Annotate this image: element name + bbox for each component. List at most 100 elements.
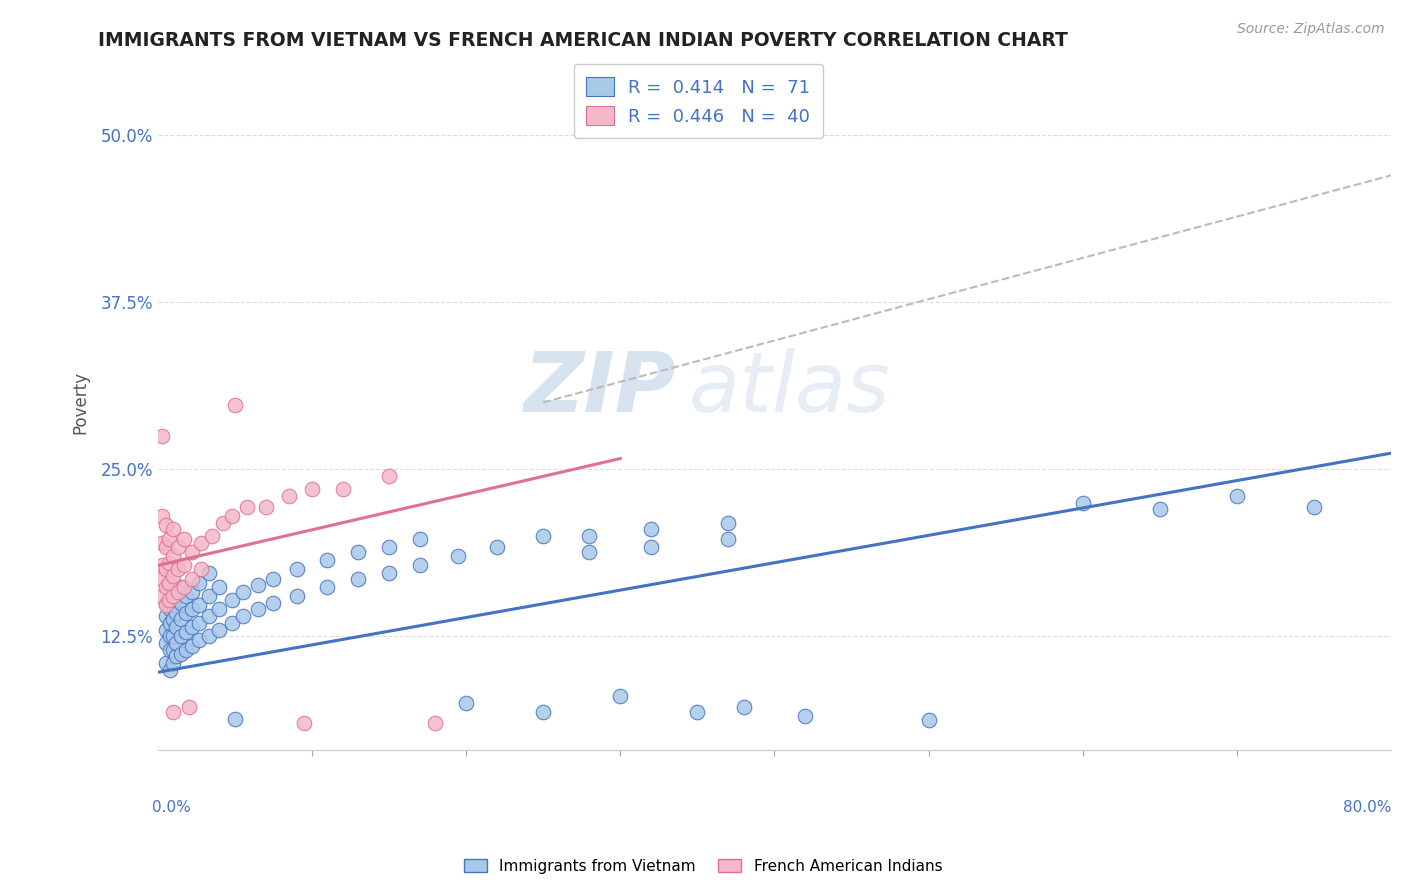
Point [162, 549, 184, 563]
Point [165, 620, 187, 634]
Point [165, 589, 187, 603]
Point [157, 532, 180, 546]
Point [170, 580, 193, 594]
Point [578, 529, 600, 543]
Point [152, 558, 174, 573]
Point [456, 696, 478, 710]
Point [262, 572, 284, 586]
Point [159, 629, 181, 643]
Point [173, 580, 195, 594]
Point [224, 712, 246, 726]
Point [285, 562, 308, 576]
Point [531, 529, 554, 543]
Point [159, 663, 181, 677]
Point [167, 585, 190, 599]
Point [152, 572, 174, 586]
Point [208, 602, 231, 616]
Point [162, 522, 184, 536]
Point [188, 599, 211, 613]
Point [285, 589, 308, 603]
Point [180, 620, 202, 634]
Text: IMMIGRANTS FROM VIETNAM VS FRENCH AMERICAN INDIAN POVERTY CORRELATION CHART: IMMIGRANTS FROM VIETNAM VS FRENCH AMERIC… [98, 31, 1069, 50]
Text: Source: ZipAtlas.com: Source: ZipAtlas.com [1237, 22, 1385, 37]
Point [157, 593, 180, 607]
Y-axis label: Poverty: Poverty [72, 371, 89, 434]
Point [247, 602, 270, 616]
Point [152, 508, 174, 523]
Legend: R =  0.414   N =  71, R =  0.446   N =  40: R = 0.414 N = 71, R = 0.446 N = 40 [574, 64, 823, 138]
Point [162, 656, 184, 670]
Point [609, 690, 631, 704]
Point [152, 535, 174, 549]
Point [159, 615, 181, 630]
Point [347, 572, 370, 586]
Point [152, 429, 174, 443]
Point [173, 558, 195, 573]
Point [686, 706, 709, 720]
Point [332, 483, 354, 497]
Point [155, 580, 177, 594]
Point [197, 589, 219, 603]
Point [155, 656, 177, 670]
Point [174, 607, 197, 621]
Point [162, 629, 184, 643]
Point [188, 575, 211, 590]
Point [292, 716, 315, 731]
Point [155, 562, 177, 576]
Point [170, 612, 193, 626]
Point [155, 623, 177, 637]
Point [254, 500, 277, 514]
Point [180, 639, 202, 653]
Point [221, 593, 243, 607]
Point [378, 469, 401, 483]
Point [162, 589, 184, 603]
Text: 0.0%: 0.0% [152, 800, 190, 815]
Point [173, 532, 195, 546]
Point [425, 716, 447, 731]
Point [180, 572, 202, 586]
Point [717, 516, 740, 530]
Point [197, 609, 219, 624]
Point [174, 625, 197, 640]
Point [211, 516, 233, 530]
Point [174, 642, 197, 657]
Point [378, 540, 401, 554]
Point [162, 599, 184, 613]
Point [201, 529, 224, 543]
Point [717, 532, 740, 546]
Point [197, 629, 219, 643]
Point [155, 599, 177, 613]
Point [277, 489, 299, 503]
Point [165, 636, 187, 650]
Point [190, 562, 212, 576]
Point [155, 518, 177, 533]
Text: ZIP: ZIP [523, 348, 676, 429]
Point [165, 649, 187, 664]
Point [165, 607, 187, 621]
Point [1226, 489, 1249, 503]
Point [162, 706, 184, 720]
Point [578, 545, 600, 559]
Point [188, 633, 211, 648]
Text: 80.0%: 80.0% [1343, 800, 1391, 815]
Point [159, 602, 181, 616]
Point [180, 545, 202, 559]
Point [409, 532, 432, 546]
Point [247, 578, 270, 592]
Point [1071, 495, 1094, 509]
Point [221, 615, 243, 630]
Point [162, 569, 184, 583]
Point [152, 589, 174, 603]
Point [162, 642, 184, 657]
Point [177, 700, 200, 714]
Point [640, 522, 662, 536]
Point [236, 500, 259, 514]
Point [155, 596, 177, 610]
Point [157, 575, 180, 590]
Point [485, 540, 508, 554]
Point [1149, 502, 1171, 516]
Point [221, 508, 243, 523]
Point [316, 580, 339, 594]
Point [733, 700, 755, 714]
Point [531, 706, 554, 720]
